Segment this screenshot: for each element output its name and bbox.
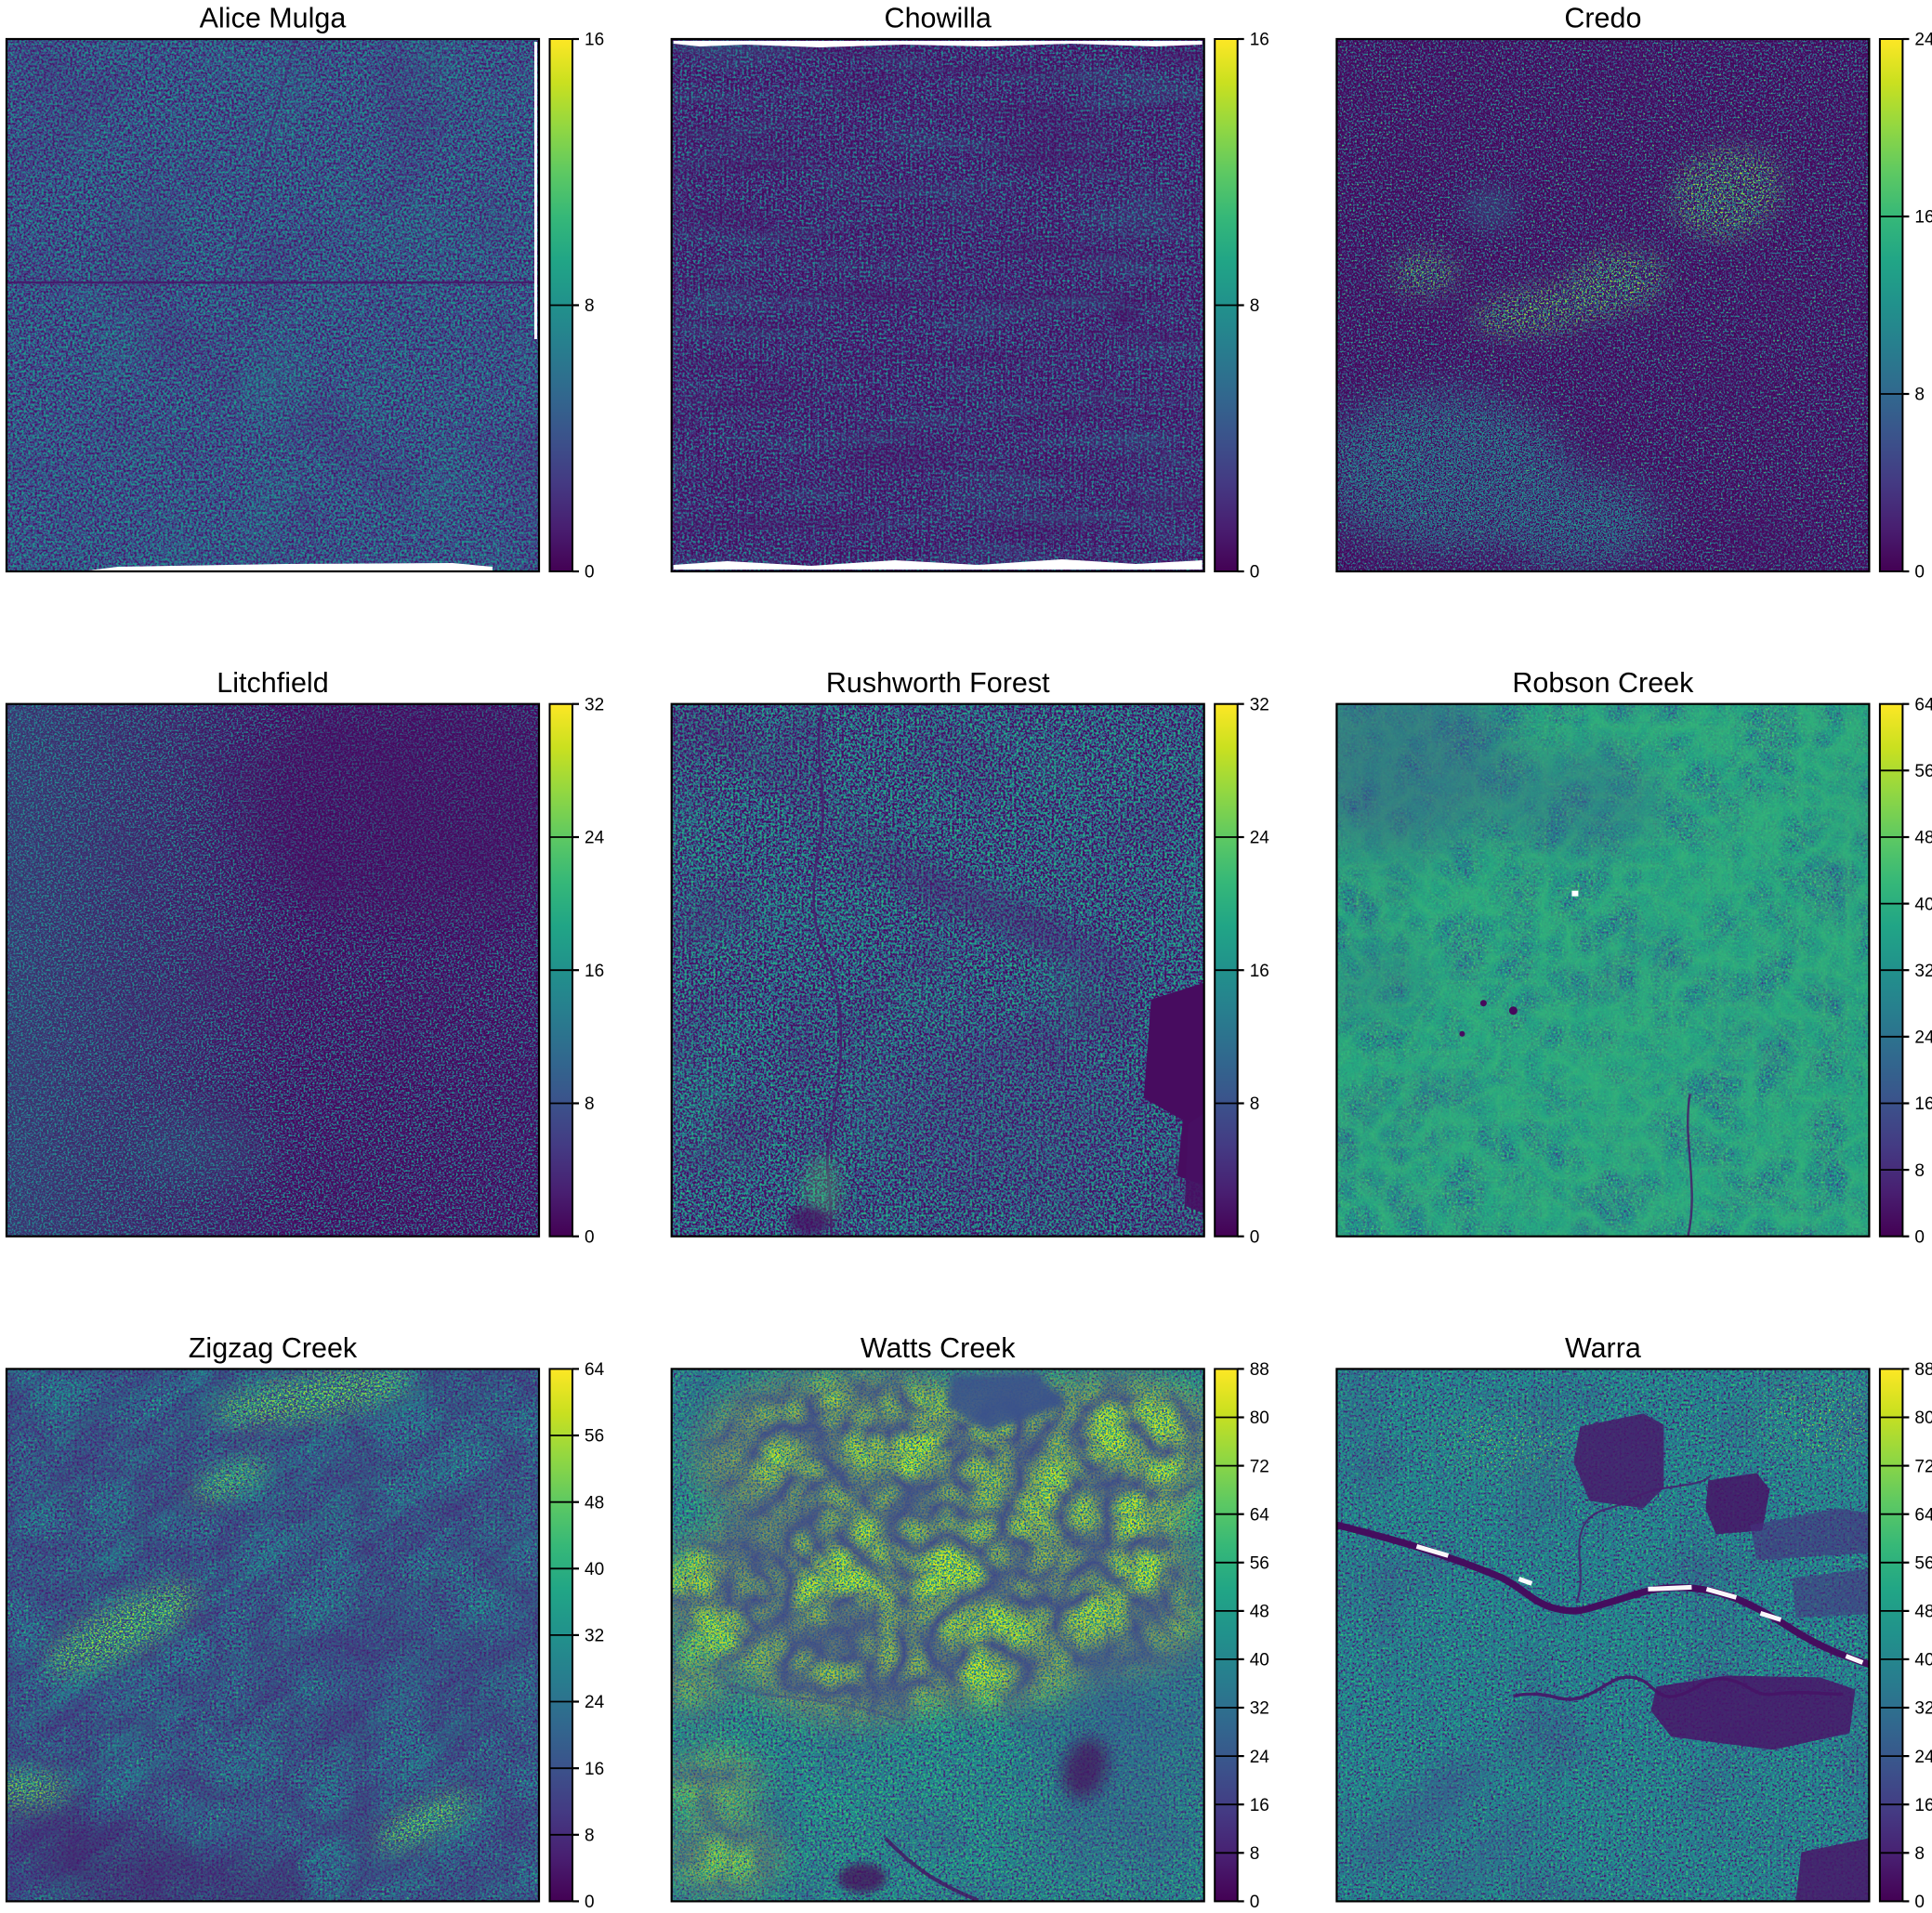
svg-text:8: 8 <box>1914 386 1925 405</box>
svg-text:16: 16 <box>1914 208 1932 228</box>
svg-text:64: 64 <box>1914 1505 1932 1525</box>
svg-text:88: 88 <box>1914 1360 1932 1380</box>
svg-text:64: 64 <box>585 1360 605 1380</box>
svg-text:56: 56 <box>1914 1554 1932 1574</box>
svg-text:8: 8 <box>585 1827 595 1846</box>
svg-text:8: 8 <box>1250 1844 1260 1864</box>
svg-text:56: 56 <box>585 1427 604 1447</box>
svg-text:Zigzag Creek: Zigzag Creek <box>189 1332 358 1364</box>
svg-text:0: 0 <box>1250 563 1260 583</box>
svg-text:24: 24 <box>585 829 605 848</box>
svg-text:Credo: Credo <box>1564 3 1641 34</box>
svg-text:24: 24 <box>1914 1748 1932 1767</box>
svg-text:16: 16 <box>1250 1796 1269 1815</box>
svg-text:16: 16 <box>1250 962 1269 981</box>
svg-text:32: 32 <box>1250 1699 1269 1719</box>
svg-text:24: 24 <box>1914 31 1932 50</box>
svg-text:40: 40 <box>1250 1651 1269 1671</box>
svg-text:72: 72 <box>1250 1457 1269 1476</box>
svg-text:16: 16 <box>1250 31 1269 50</box>
svg-text:0: 0 <box>1914 563 1925 583</box>
svg-text:Robson Creek: Robson Creek <box>1512 667 1694 699</box>
svg-text:16: 16 <box>1914 1094 1932 1114</box>
svg-text:Litchfield: Litchfield <box>217 667 328 699</box>
svg-text:48: 48 <box>1914 829 1932 848</box>
svg-text:0: 0 <box>1914 1227 1925 1247</box>
svg-text:0: 0 <box>585 563 595 583</box>
svg-text:48: 48 <box>1914 1603 1932 1622</box>
svg-text:8: 8 <box>585 296 595 316</box>
svg-text:24: 24 <box>585 1693 605 1712</box>
svg-text:8: 8 <box>1250 1094 1260 1114</box>
svg-text:8: 8 <box>1250 296 1260 316</box>
svg-text:40: 40 <box>585 1560 604 1579</box>
svg-text:32: 32 <box>1914 1699 1932 1719</box>
svg-text:0: 0 <box>1914 1893 1925 1912</box>
svg-text:64: 64 <box>1914 695 1932 714</box>
svg-text:16: 16 <box>585 962 604 981</box>
svg-text:8: 8 <box>585 1094 595 1114</box>
svg-text:Warra: Warra <box>1565 1332 1641 1364</box>
svg-text:80: 80 <box>1250 1409 1269 1428</box>
svg-text:88: 88 <box>1250 1360 1269 1380</box>
svg-text:24: 24 <box>1914 1029 1932 1048</box>
svg-text:8: 8 <box>1914 1844 1925 1864</box>
svg-text:32: 32 <box>585 1627 604 1646</box>
svg-text:56: 56 <box>1914 762 1932 781</box>
svg-text:40: 40 <box>1914 1651 1932 1671</box>
svg-text:72: 72 <box>1914 1457 1932 1476</box>
svg-text:Chowilla: Chowilla <box>885 3 992 34</box>
svg-text:24: 24 <box>1250 829 1270 848</box>
svg-text:16: 16 <box>1914 1796 1932 1815</box>
svg-text:64: 64 <box>1250 1505 1270 1525</box>
svg-text:24: 24 <box>1250 1748 1270 1767</box>
svg-text:48: 48 <box>1250 1603 1269 1622</box>
svg-text:Rushworth Forest: Rushworth Forest <box>826 667 1050 699</box>
svg-text:0: 0 <box>585 1893 595 1912</box>
svg-text:0: 0 <box>1250 1227 1260 1247</box>
svg-text:32: 32 <box>1914 962 1932 981</box>
svg-text:Watts Creek: Watts Creek <box>861 1332 1016 1364</box>
svg-text:0: 0 <box>585 1227 595 1247</box>
svg-text:8: 8 <box>1914 1161 1925 1181</box>
svg-text:16: 16 <box>585 1760 604 1779</box>
svg-text:0: 0 <box>1250 1893 1260 1912</box>
svg-text:80: 80 <box>1914 1409 1932 1428</box>
svg-text:32: 32 <box>585 695 604 714</box>
svg-text:16: 16 <box>585 31 604 50</box>
svg-text:56: 56 <box>1250 1554 1269 1574</box>
svg-text:40: 40 <box>1914 895 1932 914</box>
svg-text:Alice Mulga: Alice Mulga <box>200 3 347 34</box>
svg-text:32: 32 <box>1250 695 1269 714</box>
svg-text:48: 48 <box>585 1493 604 1513</box>
